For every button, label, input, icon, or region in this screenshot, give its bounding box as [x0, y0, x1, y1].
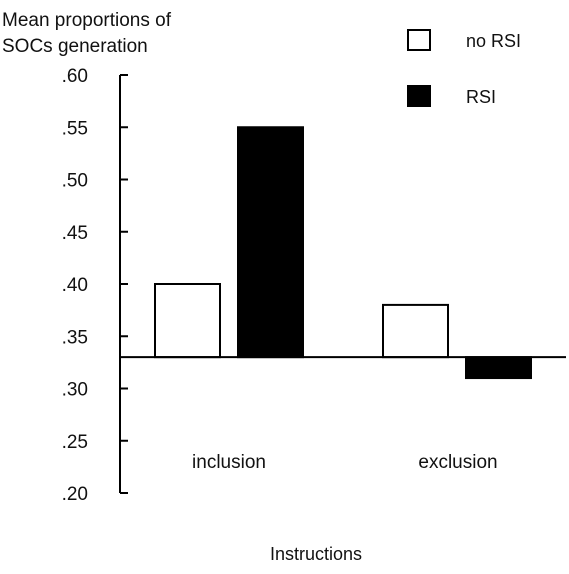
category-labels: inclusion exclusion: [192, 452, 498, 473]
bars: [154, 126, 532, 380]
y-tick-label: .20: [62, 484, 88, 505]
bar-inclusion-no-rsi: [154, 283, 221, 359]
y-axis: .20 .25 .30 .35 .40 .45 .50 .55 .60: [62, 66, 128, 505]
y-tick-label: .30: [62, 380, 88, 401]
y-tick-label: .25: [62, 432, 88, 453]
y-tick-label: .45: [62, 223, 88, 244]
category-label: exclusion: [418, 452, 497, 473]
y-tick-label: .55: [62, 118, 88, 139]
bar-inclusion-rsi: [237, 126, 304, 359]
y-axis-title: Mean proportions of SOCs generation: [2, 10, 172, 57]
legend-swatch: [407, 85, 431, 107]
x-axis-title: Instructions: [270, 544, 362, 564]
y-axis-title-line-1: Mean proportions of: [2, 10, 172, 31]
legend: no RSI RSI: [407, 29, 521, 107]
y-axis-title-line-2: SOCs generation: [2, 36, 148, 57]
y-tick-label: .35: [62, 327, 88, 348]
y-tick-label: .40: [62, 275, 88, 296]
category-label: inclusion: [192, 452, 266, 473]
bar-exclusion-no-rsi: [382, 303, 449, 359]
legend-label: RSI: [466, 87, 496, 107]
legend-label: no RSI: [466, 31, 521, 51]
bar-exclusion-rsi: [465, 356, 532, 380]
y-tick-label: .60: [62, 66, 88, 87]
legend-swatch: [407, 29, 431, 51]
y-tick-label: .50: [62, 171, 88, 192]
